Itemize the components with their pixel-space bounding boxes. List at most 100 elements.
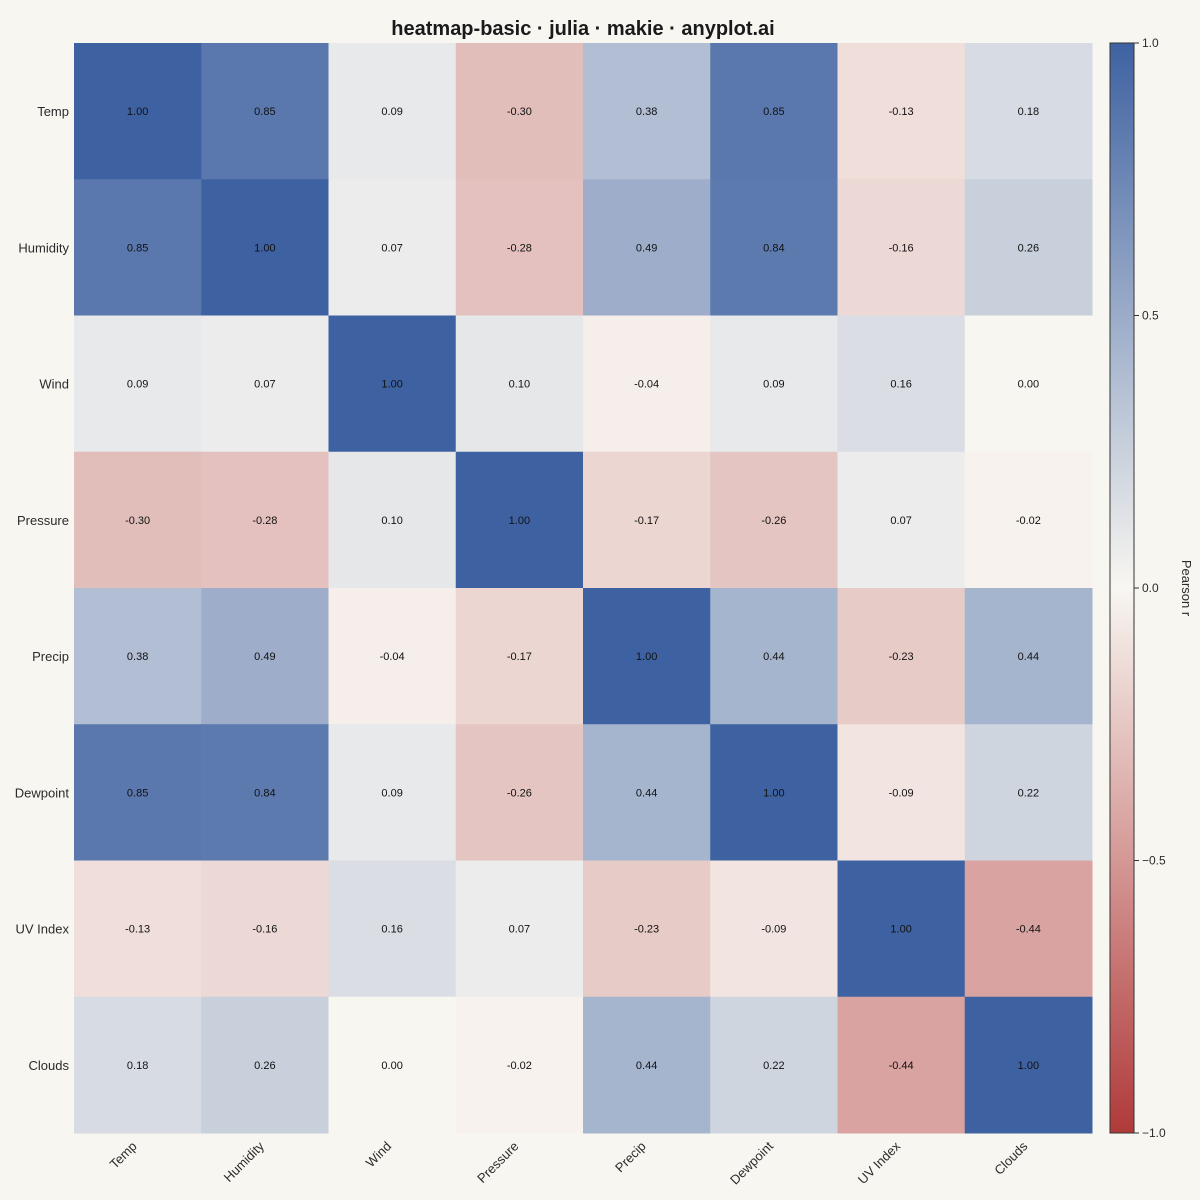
colorbar-tick-label: 1.0 <box>1142 36 1159 50</box>
heatmap-cell <box>964 588 1093 725</box>
cell-value-label: 0.26 <box>1018 242 1039 254</box>
x-tick-label: Pressure <box>474 1139 521 1186</box>
heatmap-cell <box>837 724 966 861</box>
cell-value-label: 1.00 <box>763 787 784 799</box>
heatmap-cell <box>583 43 711 180</box>
cell-value-label: 1.00 <box>890 924 911 936</box>
cell-value-label: 0.85 <box>254 106 275 118</box>
heatmap-cell <box>710 179 838 316</box>
heatmap-cell <box>328 179 457 316</box>
colorbar-tick-label: −0.5 <box>1142 854 1166 868</box>
heatmap-cell <box>710 43 838 180</box>
heatmap-cell <box>328 860 457 998</box>
cell-value-label: 0.49 <box>254 651 275 663</box>
cell-value-label: 0.85 <box>127 242 148 254</box>
heatmap-cell <box>455 451 584 589</box>
cell-value-label: -0.44 <box>889 1060 914 1072</box>
cell-value-label: 0.38 <box>636 106 657 118</box>
heatmap-cell <box>837 588 966 725</box>
heatmap-cell <box>583 588 711 725</box>
heatmap-cell <box>583 315 711 453</box>
heatmap-cell <box>964 724 1093 861</box>
heatmap-cell <box>583 860 711 998</box>
y-tick-label: Pressure <box>17 513 69 528</box>
cell-value-label: -0.02 <box>1016 515 1041 527</box>
heatmap-cell <box>74 451 202 589</box>
x-tick-label: Clouds <box>991 1138 1031 1178</box>
cell-value-label: 1.00 <box>1018 1060 1039 1072</box>
heatmap-cell <box>710 315 838 453</box>
cell-value-label: -0.09 <box>889 787 914 799</box>
heatmap-cell <box>837 996 966 1134</box>
colorbar-tick-label: −1.0 <box>1142 1126 1166 1140</box>
cell-value-label: 0.84 <box>763 242 784 254</box>
cell-value-label: -0.02 <box>507 1060 532 1072</box>
heatmap-cell <box>74 43 202 180</box>
cell-value-label: 0.49 <box>636 242 657 254</box>
cell-value-label: 0.16 <box>381 924 402 936</box>
heatmap-cell <box>74 179 202 316</box>
cell-value-label: -0.28 <box>507 242 532 254</box>
heatmap-cell <box>201 588 329 725</box>
y-tick-label: Humidity <box>18 240 69 255</box>
heatmap-grid: 1.00 0.85 0.09 -0.30 0.38 0.85 -0.13 0.18 0.85 1.… <box>74 43 1093 1134</box>
cell-value-label: 0.22 <box>1018 787 1039 799</box>
heatmap-cell <box>710 451 838 589</box>
cell-value-label: 0.10 <box>381 515 402 527</box>
x-axis-tick-labels: Temp Humidity Wind Pressure Precip Dewpoint UV… <box>107 1138 1031 1187</box>
cell-value-label: -0.04 <box>380 651 405 663</box>
heatmap-cell <box>74 860 202 998</box>
cell-value-label: 0.07 <box>381 242 402 254</box>
heatmap-cell <box>201 43 329 180</box>
heatmap-cell <box>837 315 966 453</box>
cell-value-label: 0.09 <box>381 106 402 118</box>
x-tick-label: Wind <box>363 1139 395 1171</box>
cell-value-label: 0.09 <box>127 379 148 391</box>
heatmap-cell <box>201 724 329 861</box>
heatmap-cell <box>710 860 838 998</box>
heatmap-cell <box>74 588 202 725</box>
y-tick-label: Precip <box>32 649 69 664</box>
cell-value-label: 0.44 <box>636 1060 657 1072</box>
heatmap-cell <box>74 315 202 453</box>
heatmap-cell <box>74 724 202 861</box>
heatmap-cell <box>328 451 457 589</box>
cell-value-label: -0.16 <box>252 924 277 936</box>
y-tick-label: Clouds <box>29 1058 70 1073</box>
cell-value-label: 0.44 <box>1018 651 1039 663</box>
cell-value-label: -0.13 <box>125 924 150 936</box>
cell-value-label: 1.00 <box>381 379 402 391</box>
cell-value-label: -0.23 <box>889 651 914 663</box>
cell-value-label: -0.16 <box>889 242 914 254</box>
heatmap-cell <box>328 588 457 725</box>
cell-value-label: 1.00 <box>509 515 530 527</box>
heatmap-cell <box>964 451 1093 589</box>
cell-value-label: 0.07 <box>509 924 530 936</box>
cell-value-label: -0.17 <box>634 515 659 527</box>
cell-value-label: 1.00 <box>127 106 148 118</box>
cell-value-label: 0.18 <box>127 1060 148 1072</box>
cell-value-label: 0.00 <box>381 1060 402 1072</box>
cell-value-label: 0.07 <box>890 515 911 527</box>
cell-value-label: -0.17 <box>507 651 532 663</box>
y-tick-label: Wind <box>39 377 69 392</box>
cell-value-label: -0.23 <box>634 924 659 936</box>
cell-value-label: -0.28 <box>252 515 277 527</box>
heatmap-cell <box>455 860 584 998</box>
cell-value-label: -0.13 <box>889 106 914 118</box>
heatmap-cell <box>455 315 584 453</box>
heatmap-cell <box>964 179 1093 316</box>
heatmap-cell <box>201 860 329 998</box>
heatmap-cell <box>201 315 329 453</box>
cell-value-label: 1.00 <box>636 651 657 663</box>
heatmap-cell <box>837 179 966 316</box>
x-tick-label: UV Index <box>855 1138 904 1187</box>
cell-value-label: 0.26 <box>254 1060 275 1072</box>
heatmap-cell <box>455 43 584 180</box>
y-tick-label: UV Index <box>16 922 70 937</box>
colorbar-tick-label: 0.5 <box>1142 309 1159 323</box>
heatmap-cell <box>710 588 838 725</box>
heatmap-cell <box>328 724 457 861</box>
y-tick-label: Temp <box>37 104 69 119</box>
